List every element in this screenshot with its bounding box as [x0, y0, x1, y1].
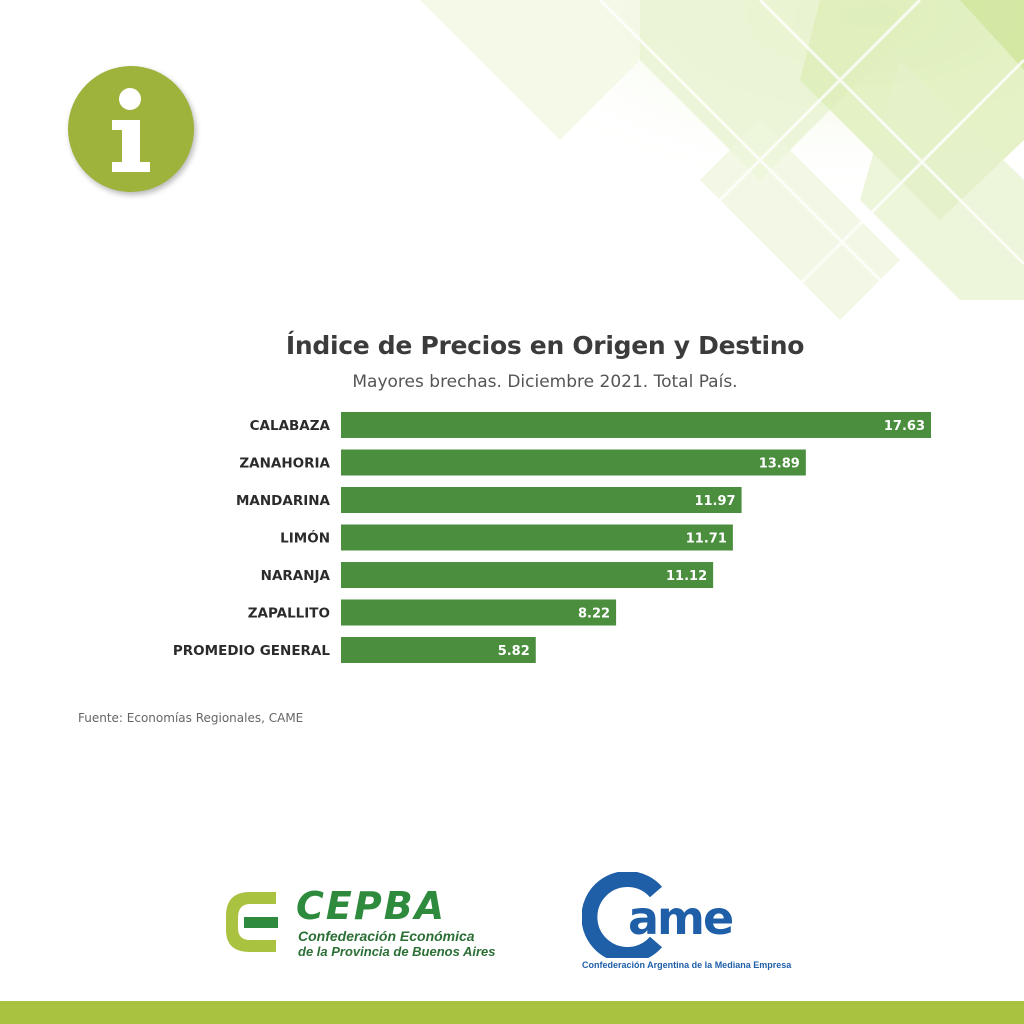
svg-text:ame: ame: [628, 891, 732, 945]
data-label: 17.63: [884, 419, 925, 434]
came-logo: ame Confederación Argentina de la Median…: [581, 871, 812, 982]
data-label: 11.71: [686, 532, 727, 547]
info-icon: [112, 88, 150, 172]
cepba-logo: CEPBA Confederación Económica de la Prov…: [220, 884, 500, 959]
bar: [341, 637, 536, 663]
info-badge: [68, 66, 194, 192]
chart-source: Fuente: Economías Regionales, CAME: [78, 711, 304, 725]
data-label: 11.12: [666, 569, 707, 584]
data-label: 13.89: [759, 457, 800, 472]
cepba-mark-icon: [226, 892, 278, 952]
bar: [341, 487, 742, 513]
category-label: CALABAZA: [250, 418, 331, 434]
bar: [341, 412, 931, 438]
bottom-accent-bar: [0, 1001, 1024, 1024]
category-label: PROMEDIO GENERAL: [173, 643, 330, 659]
cepba-subtitle-line1: Confederación Económica: [298, 928, 475, 944]
bar: [341, 449, 806, 476]
came-tagline: Confederación Argentina de la Mediana Em…: [582, 960, 792, 970]
category-label: MANDARINA: [236, 493, 331, 509]
chart-title: Índice de Precios en Origen y Destino: [285, 331, 805, 360]
data-label: 11.97: [694, 494, 735, 509]
data-label: 8.22: [578, 607, 610, 622]
bar: [341, 524, 733, 551]
cepba-name: CEPBA: [296, 884, 447, 928]
data-label: 5.82: [498, 644, 530, 659]
category-label: ZANAHORIA: [239, 456, 330, 472]
category-label: NARANJA: [261, 568, 331, 584]
category-label: LIMÓN: [280, 529, 330, 547]
bar: [341, 562, 714, 588]
came-wordmark-icon: ame: [581, 871, 734, 963]
cepba-subtitle-line2: de la Provincia de Buenos Aires: [298, 944, 496, 959]
chart-subtitle: Mayores brechas. Diciembre 2021. Total P…: [352, 372, 738, 392]
category-label: ZAPALLITO: [248, 606, 330, 622]
bar: [341, 599, 617, 626]
